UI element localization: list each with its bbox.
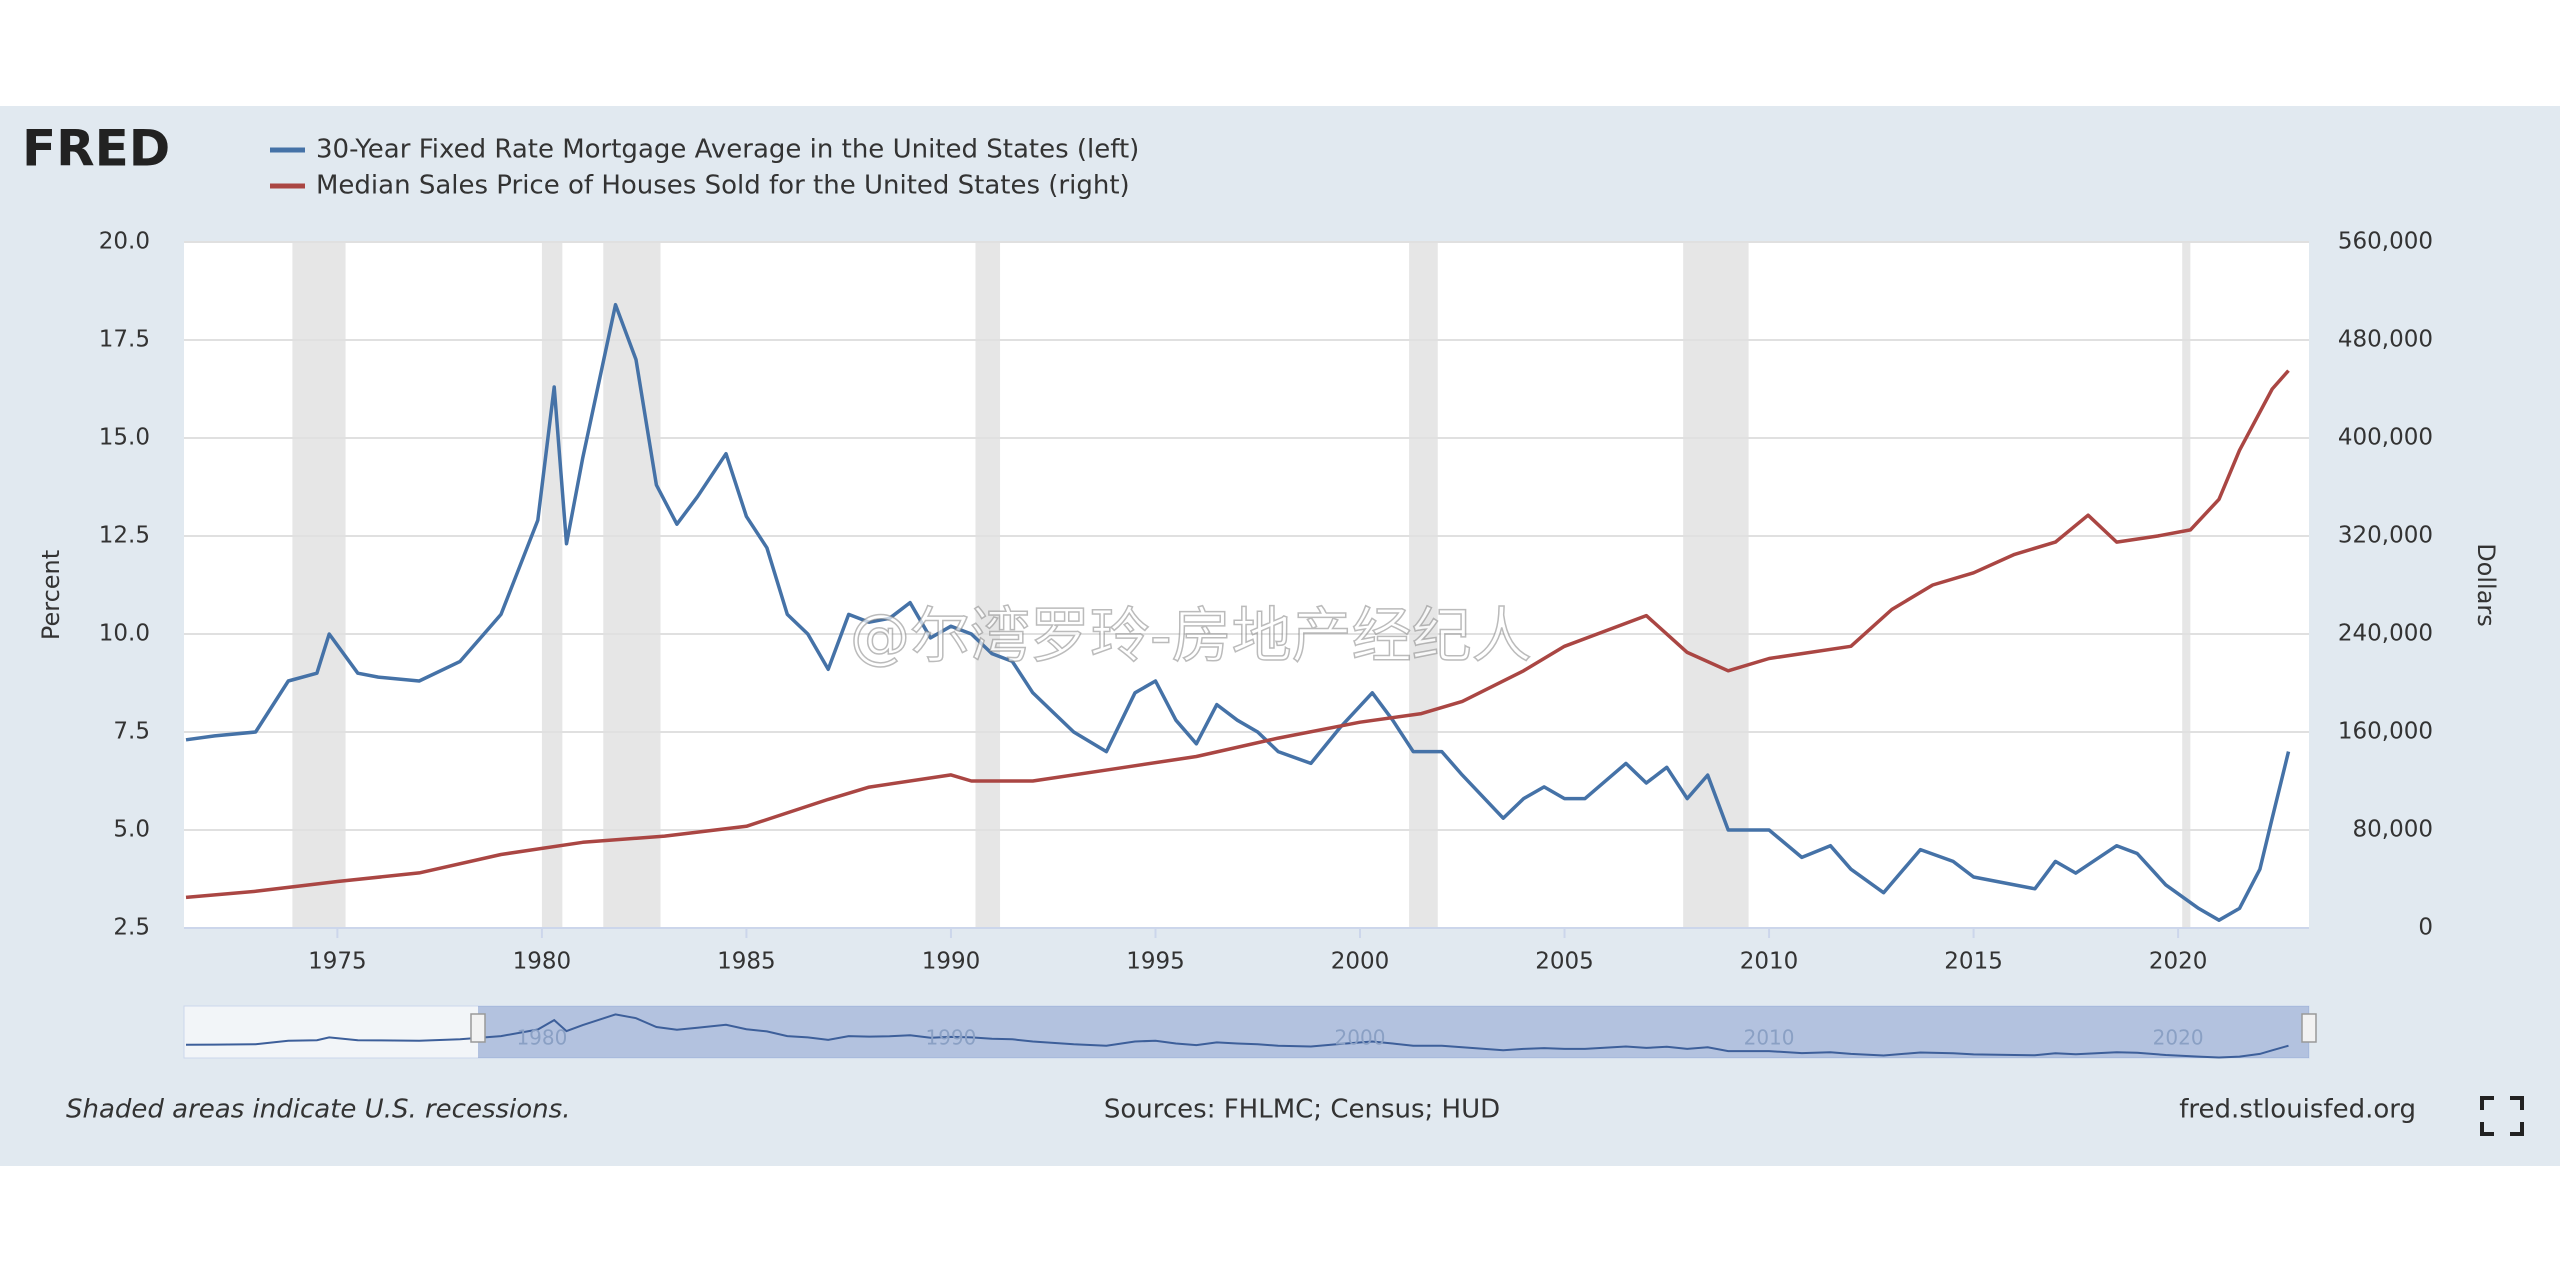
y-tick-label: 7.5 bbox=[113, 719, 150, 745]
recession-band bbox=[1409, 242, 1438, 928]
y2-tick-label: 400,000 bbox=[2338, 425, 2433, 451]
y2-tick-label: 0 bbox=[2418, 915, 2433, 941]
x-tick-label: 1980 bbox=[513, 949, 572, 975]
recession-band bbox=[603, 242, 661, 928]
x-tick-label: 2010 bbox=[1740, 949, 1799, 975]
y-tick-label: 12.5 bbox=[99, 523, 150, 549]
note: Shaded areas indicate U.S. recessions. bbox=[66, 1095, 570, 1125]
y-tick-label: 2.5 bbox=[113, 915, 150, 941]
y2-tick-label: 240,000 bbox=[2338, 621, 2433, 647]
navigator-selection bbox=[478, 1006, 2309, 1058]
navigator-tick-label: 1980 bbox=[516, 1026, 567, 1050]
recession-band bbox=[975, 242, 1001, 928]
x-tick-label: 1985 bbox=[717, 949, 776, 975]
fullscreen-icon[interactable] bbox=[2480, 1096, 2524, 1136]
y-tick-label: 17.5 bbox=[99, 327, 150, 353]
y-axis-label: Percent bbox=[37, 550, 65, 640]
y2-tick-label: 560,000 bbox=[2338, 229, 2433, 255]
x-tick-label: 1975 bbox=[308, 949, 367, 975]
site-link[interactable]: fred.stlouisfed.org bbox=[2179, 1095, 2416, 1125]
navigator-handle[interactable] bbox=[2301, 1013, 2317, 1043]
navigator-tick-label: 2010 bbox=[1744, 1026, 1795, 1050]
recession-band bbox=[2182, 242, 2191, 928]
y-tick-label: 5.0 bbox=[113, 817, 150, 843]
navigator-handle[interactable] bbox=[470, 1013, 486, 1043]
x-tick-label: 2020 bbox=[2149, 949, 2208, 975]
x-tick-label: 2000 bbox=[1331, 949, 1390, 975]
y2-tick-label: 480,000 bbox=[2338, 327, 2433, 353]
navigator-tick-label: 2000 bbox=[1335, 1026, 1386, 1050]
x-tick-label: 2005 bbox=[1535, 949, 1594, 975]
legend-label: 30-Year Fixed Rate Mortgage Average in t… bbox=[316, 135, 1139, 165]
recession-band bbox=[1683, 242, 1749, 928]
x-tick-label: 2015 bbox=[1944, 949, 2003, 975]
y-tick-label: 10.0 bbox=[99, 621, 150, 647]
series-line bbox=[185, 369, 2290, 900]
y2-tick-label: 160,000 bbox=[2338, 719, 2433, 745]
source: Sources: FHLMC; Census; HUD bbox=[1104, 1095, 1500, 1125]
watermark: @尔湾罗玲-房地产经纪人 bbox=[850, 602, 1532, 672]
series-line bbox=[185, 302, 2291, 922]
y2-axis-label: Dollars bbox=[2472, 543, 2500, 627]
recession-band bbox=[541, 242, 563, 928]
x-tick-label: 1990 bbox=[922, 949, 981, 975]
y2-tick-label: 320,000 bbox=[2338, 523, 2433, 549]
plot-area bbox=[184, 242, 2309, 928]
y-tick-label: 20.0 bbox=[99, 229, 150, 255]
navigator-tick-label: 2020 bbox=[2153, 1026, 2204, 1050]
navigator-track bbox=[183, 1005, 2310, 1059]
navigator-tick-label: 1990 bbox=[926, 1026, 977, 1050]
x-tick-label: 1995 bbox=[1126, 949, 1185, 975]
y2-tick-label: 80,000 bbox=[2353, 817, 2433, 843]
y-tick-label: 15.0 bbox=[99, 425, 150, 451]
navigator-line bbox=[185, 1013, 2289, 1059]
logo: FRED bbox=[22, 120, 170, 178]
legend-label: Median Sales Price of Houses Sold for th… bbox=[316, 171, 1130, 201]
recession-band bbox=[292, 242, 346, 928]
